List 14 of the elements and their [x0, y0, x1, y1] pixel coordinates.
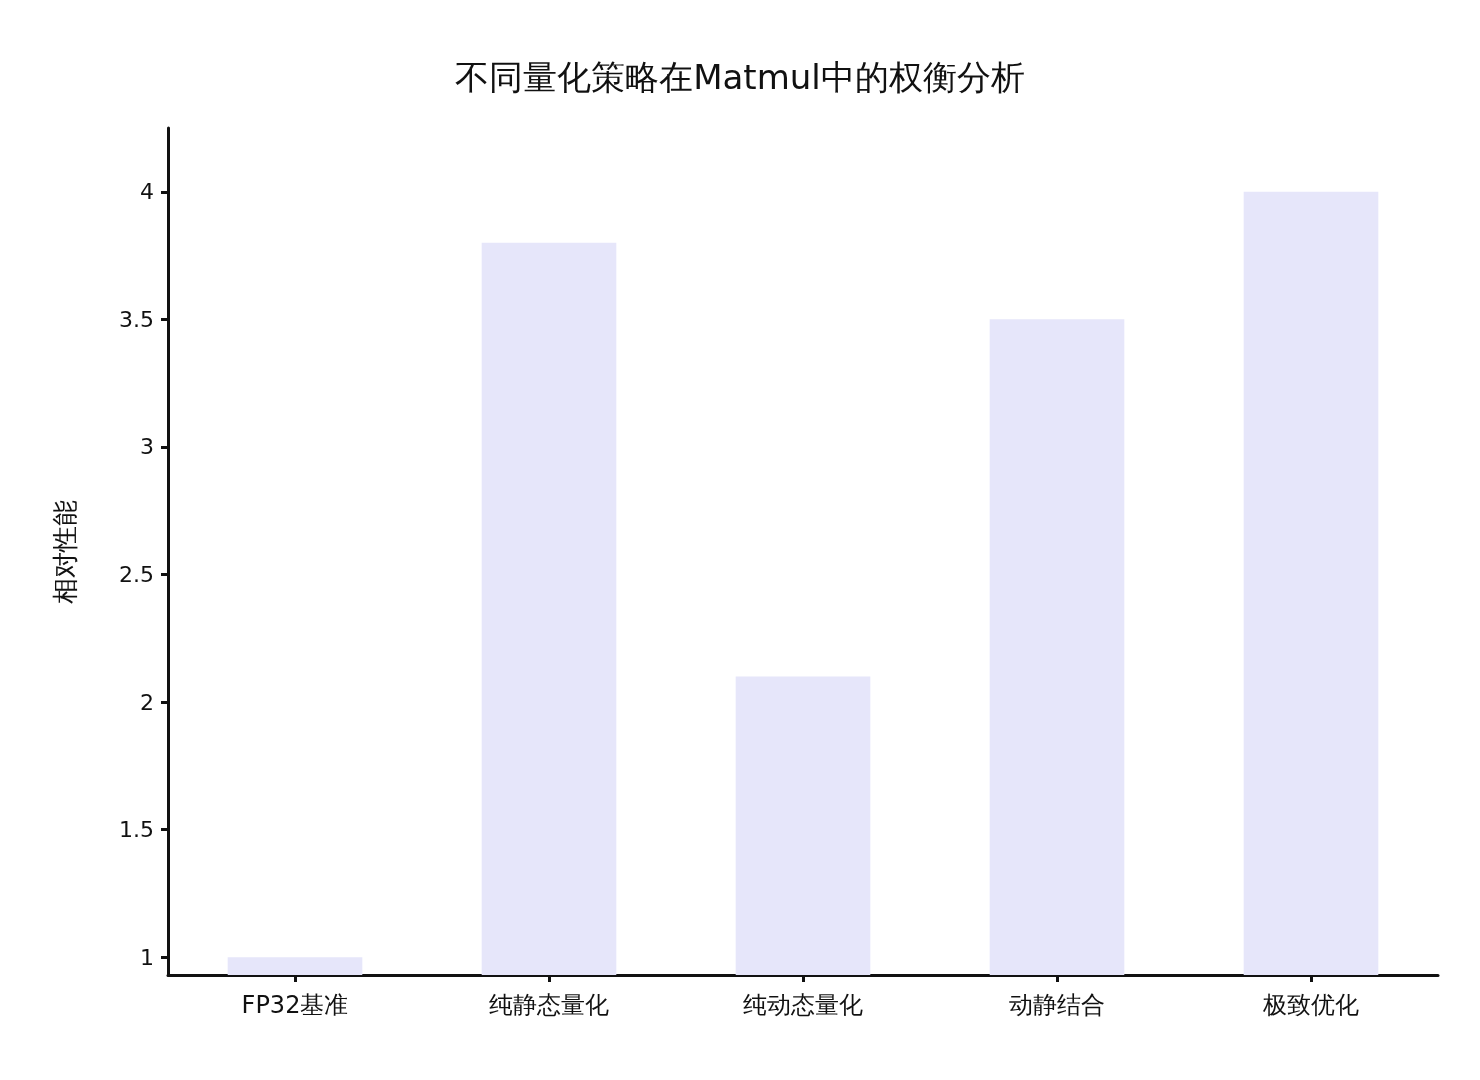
x-tick-label: 动静结合	[1009, 991, 1105, 1019]
y-axis-title: 相对性能	[50, 499, 80, 604]
y-tick-label: 3.5	[119, 306, 154, 332]
y-tick-label: 3	[140, 434, 154, 460]
y-tick-label: 4	[140, 179, 154, 205]
x-tick-label: FP32基准	[241, 991, 349, 1019]
y-tick-label: 1.5	[119, 817, 154, 843]
x-tick-label: 纯静态量化	[489, 991, 609, 1019]
y-tick-label: 2	[140, 689, 154, 715]
chart-title: 不同量化策略在Matmul中的权衡分析	[455, 57, 1025, 97]
y-tick-label: 2.5	[119, 561, 154, 587]
y-tick-label: 1	[140, 944, 154, 970]
x-tick-label: 极致优化	[1262, 991, 1359, 1019]
x-tick-label: 纯动态量化	[743, 991, 863, 1019]
